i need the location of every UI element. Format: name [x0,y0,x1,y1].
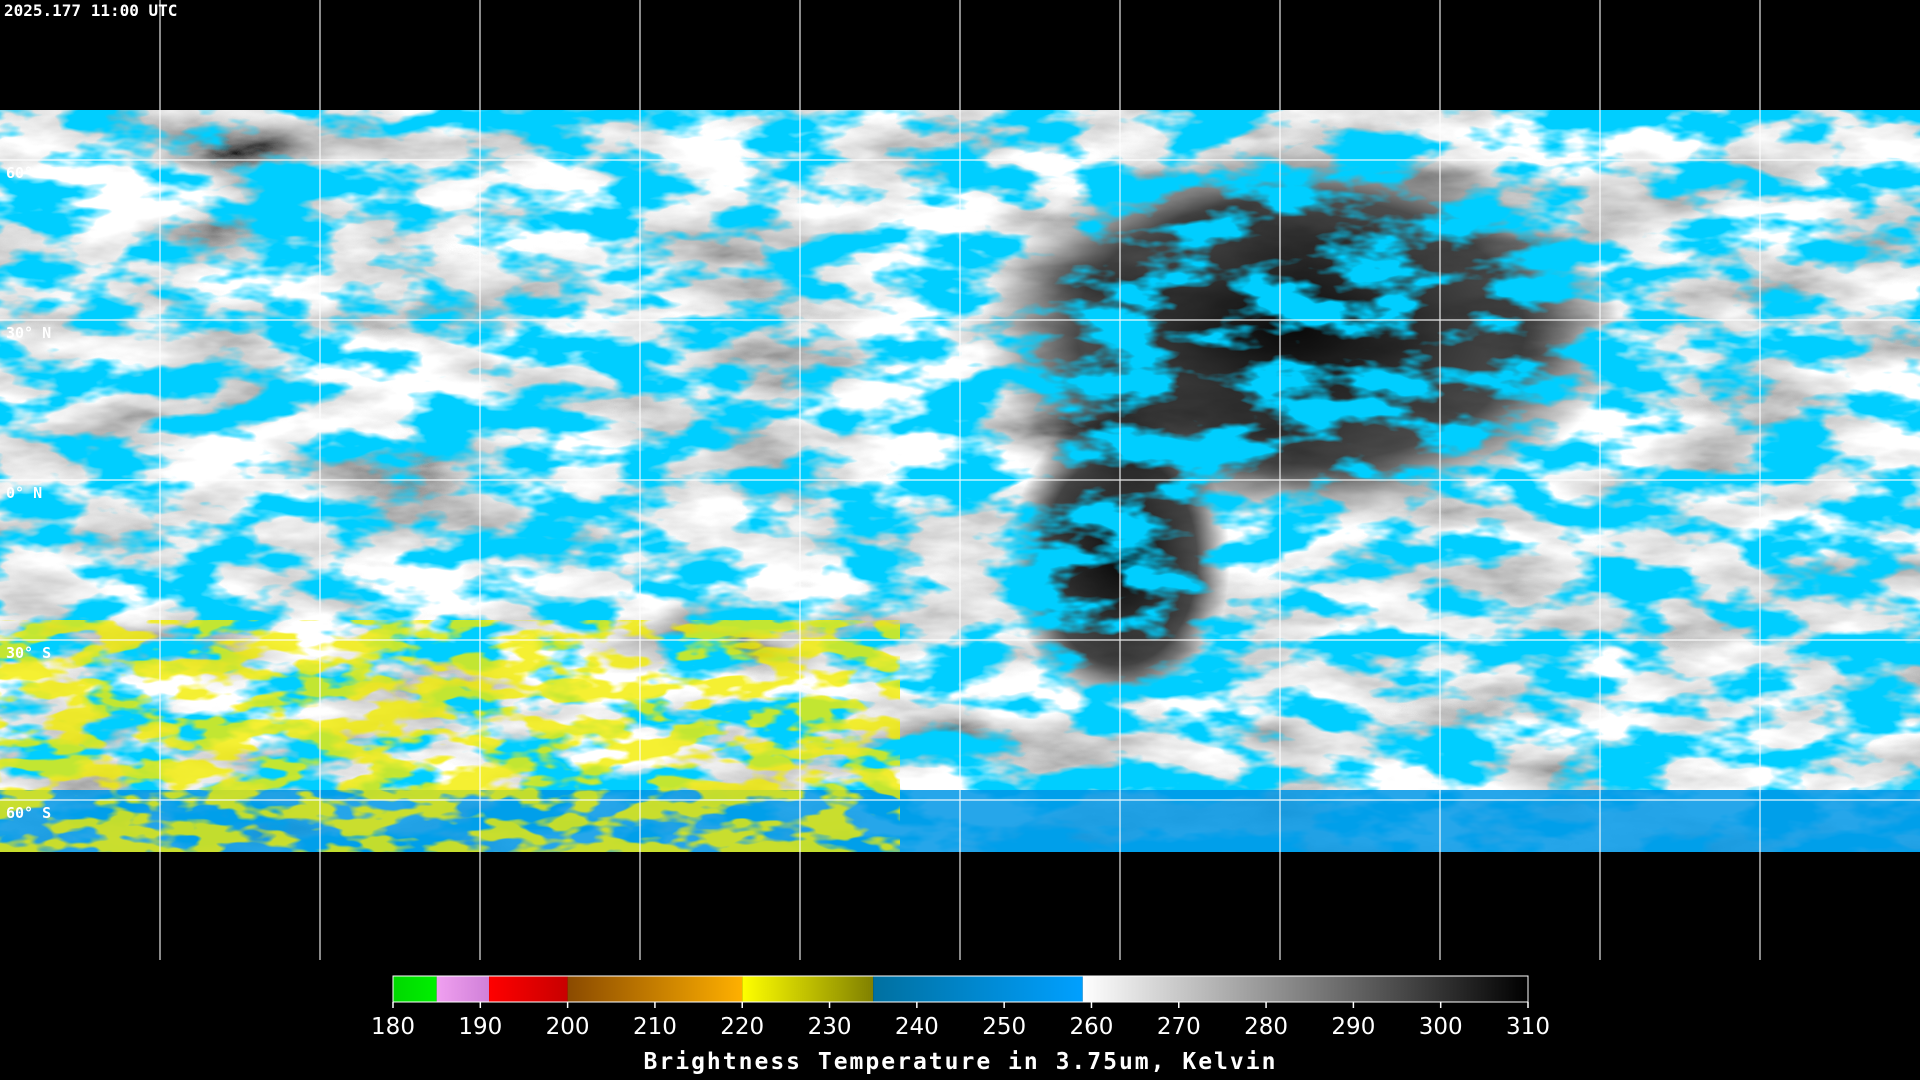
latitude-label: 0° N [6,484,42,502]
colorbar-segment [489,976,568,1002]
graticule [0,0,1920,960]
timestamp: 2025.177 11:00 UTC [4,1,177,20]
colorbar-tick-label: 230 [808,1014,852,1040]
colorbar: 180 190 200 210 220 230 240 250 260 270 280 290 300 3… [371,975,1550,1075]
colorbar-segment [873,976,1083,1002]
colorbar-tick-label: 270 [1157,1014,1201,1040]
deep-convection [0,620,900,852]
colorbar-segment [436,976,490,1002]
colorbar-tick-label: 250 [982,1014,1026,1040]
colorbar-segment [393,976,437,1002]
colorbar-tick-label: 290 [1331,1014,1375,1040]
colorbar-tick-label: 310 [1506,1014,1550,1040]
latitude-label: 60° S [6,804,51,822]
colorbar-tick-label: 300 [1419,1014,1463,1040]
colorbar-segment [567,976,743,1002]
colorbar-segment [742,976,874,1002]
colorbar-title: Brightness Temperature in 3.75um, Kelvin [644,1049,1278,1075]
colorbar-tick-label: 200 [546,1014,590,1040]
latitude-label: 60° N [6,164,51,182]
colorbar-segment [1082,976,1528,1002]
colorbar-tick-label: 280 [1244,1014,1288,1040]
colorbar-tick-label: 240 [895,1014,939,1040]
colorbar-frame [392,975,1529,1003]
colorbar-tick-label: 190 [458,1014,502,1040]
colorbar-tick-label: 220 [720,1014,764,1040]
colorbar-tick-label: 260 [1070,1014,1114,1040]
colorbar-tick-label: 210 [633,1014,677,1040]
colorbar-tick-label: 180 [371,1014,415,1040]
latitude-labels: 60° N 30° N 0° N 30° S 60° S [6,164,51,822]
latitude-label: 30° N [6,324,51,342]
latitude-label: 30° S [6,644,51,662]
